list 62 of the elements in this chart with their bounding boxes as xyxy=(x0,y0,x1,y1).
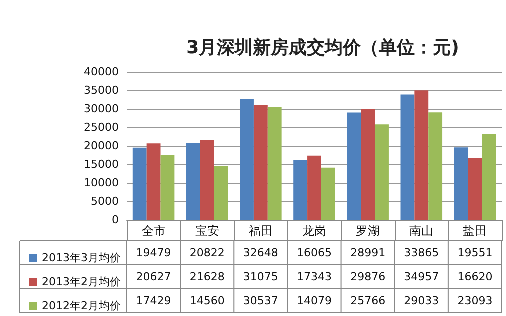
bar xyxy=(482,134,496,220)
bar xyxy=(132,148,147,220)
data-label: 25766 xyxy=(350,294,386,308)
legend-label: 2013年2月均价 xyxy=(42,276,121,288)
y-tick-label: 30000 xyxy=(84,102,119,116)
data-label: 20627 xyxy=(136,270,172,284)
data-label: 17343 xyxy=(297,270,332,284)
bar xyxy=(347,112,362,220)
y-tick-label: 0 xyxy=(112,214,119,226)
bar xyxy=(268,107,282,220)
bar xyxy=(428,112,443,220)
data-label: 30537 xyxy=(243,294,278,308)
bar xyxy=(375,124,389,220)
y-tick-label: 5000 xyxy=(91,195,119,208)
data-label: 34957 xyxy=(404,270,440,284)
bar xyxy=(240,99,254,220)
bar xyxy=(160,156,175,220)
y-tick-label: 35000 xyxy=(84,84,119,97)
data-label: 33865 xyxy=(404,246,440,260)
data-label: 20822 xyxy=(190,246,225,260)
data-label: 14079 xyxy=(297,294,332,308)
x-tick-label: 福田 xyxy=(248,224,273,238)
data-label: 32648 xyxy=(243,246,278,260)
bar xyxy=(294,160,308,220)
chart-title: 3月深圳新房成交均价（单位：元) xyxy=(186,38,460,58)
x-tick-label: 龙岗 xyxy=(302,224,326,238)
data-label: 23093 xyxy=(458,294,493,308)
bar xyxy=(361,109,376,220)
data-label: 16065 xyxy=(297,246,332,260)
data-label: 31075 xyxy=(243,270,278,284)
data-label: 29876 xyxy=(350,270,386,284)
bar xyxy=(468,158,482,220)
y-tick-label: 15000 xyxy=(84,158,119,171)
bar xyxy=(214,166,228,220)
bar xyxy=(308,156,322,220)
data-label: 19551 xyxy=(458,246,493,260)
data-label: 28991 xyxy=(350,246,386,260)
x-tick-label: 全市 xyxy=(142,224,166,238)
data-label: 16620 xyxy=(458,270,493,284)
bar xyxy=(186,142,200,220)
bar xyxy=(254,105,268,220)
data-label: 19479 xyxy=(136,246,172,260)
bar xyxy=(414,90,429,220)
x-tick-label: 罗湖 xyxy=(356,224,380,238)
bar xyxy=(400,94,415,220)
legend-label: 2012年2月均价 xyxy=(42,300,121,312)
x-tick-label: 南山 xyxy=(410,224,434,238)
data-label: 17429 xyxy=(136,294,172,308)
x-tick-label: 盐田 xyxy=(463,224,488,238)
y-tick-label: 25000 xyxy=(84,121,119,134)
data-label: 21628 xyxy=(190,270,225,284)
y-tick-label: 10000 xyxy=(84,176,119,190)
bar xyxy=(146,144,161,220)
data-label: 29033 xyxy=(404,294,440,308)
bar xyxy=(200,140,214,220)
bar xyxy=(321,168,336,220)
data-label: 14560 xyxy=(190,294,225,308)
y-tick-label: 40000 xyxy=(84,66,119,78)
legend-label: 2013年3月均价 xyxy=(42,252,121,264)
x-tick-label: 宝安 xyxy=(195,224,220,238)
y-tick-label: 20000 xyxy=(84,140,119,152)
bar xyxy=(454,148,468,220)
